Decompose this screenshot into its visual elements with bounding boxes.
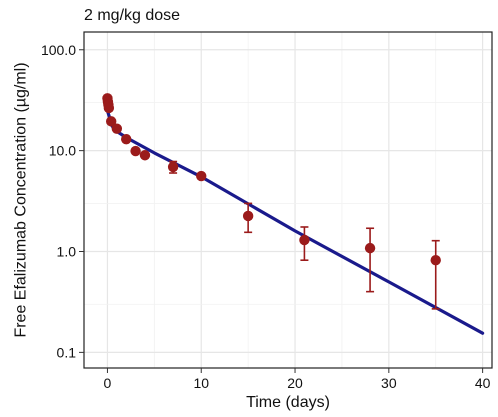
x-tick-label: 40: [475, 375, 491, 391]
data-point: [106, 116, 117, 127]
data-point: [130, 145, 141, 157]
y-tick-label: 100.0: [41, 42, 76, 58]
axes: 0 10 20 30 40 0.1 1.0 10.0 100.0: [41, 42, 491, 391]
y-tick-label: 0.1: [57, 344, 77, 360]
data-point: [103, 102, 115, 114]
x-tick-label: 10: [193, 375, 209, 391]
observed-layer: [102, 93, 441, 310]
data-point: [139, 150, 151, 161]
y-axis-label: Free Efalizumab Concentration (µg/ml): [13, 62, 30, 337]
x-tick-label: 0: [104, 375, 112, 391]
x-tick-label: 30: [381, 375, 397, 391]
grid: [84, 32, 492, 368]
data-point: [111, 123, 123, 134]
data-point: [430, 254, 441, 266]
y-tick-label: 10.0: [49, 143, 76, 159]
chart-title: 2 mg/kg dose: [84, 7, 180, 24]
data-point: [196, 170, 207, 182]
plot-frame: [83, 31, 493, 369]
x-axis-label: Time (days): [246, 394, 330, 411]
data-point: [121, 133, 132, 145]
data-point: [167, 161, 179, 173]
x-tick-label: 20: [287, 375, 303, 391]
y-tick-label: 1.0: [57, 244, 77, 260]
data-point: [242, 210, 254, 222]
data-point: [299, 234, 310, 246]
data-point: [364, 242, 376, 254]
